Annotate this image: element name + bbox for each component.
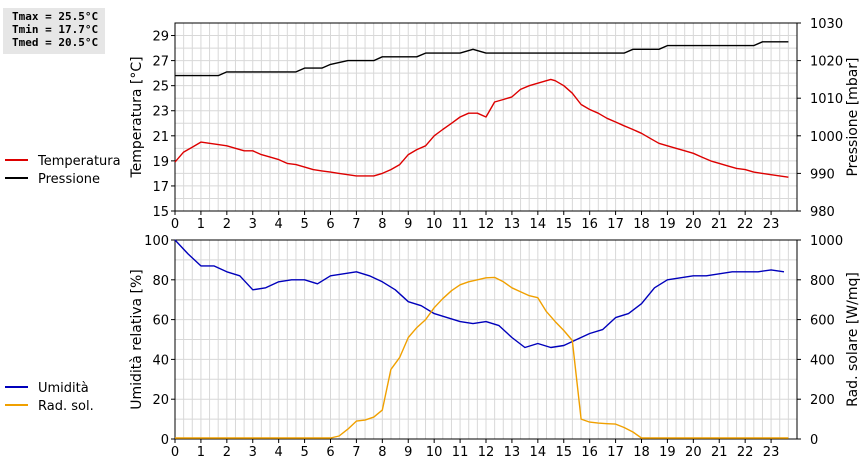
- y-left-axis-title: Temperatura [°C]: [129, 56, 145, 178]
- x-tick-label: 15: [555, 217, 572, 232]
- x-tick-label: 7: [352, 445, 360, 460]
- legend-label: Pressione: [38, 172, 100, 187]
- y-right-tick-label: 1010: [810, 92, 843, 107]
- legend-label: Umidità: [38, 381, 89, 396]
- x-tick-label: 23: [763, 445, 780, 460]
- x-tick-label: 21: [711, 445, 728, 460]
- y-left-tick-label: 29: [152, 30, 169, 45]
- x-tick-label: 9: [404, 445, 412, 460]
- x-tick-label: 5: [300, 445, 308, 460]
- x-tick-label: 2: [223, 217, 231, 232]
- y-right-axis-title: Rad. solare [W/mq]: [845, 272, 860, 407]
- y-right-tick-label: 1030: [810, 17, 843, 32]
- x-tick-label: 19: [659, 445, 676, 460]
- x-tick-label: 5: [300, 217, 308, 232]
- y-right-tick-label: 1020: [810, 55, 843, 70]
- series-line-0: [174, 239, 785, 349]
- x-tick-label: 4: [275, 445, 283, 460]
- x-tick-label: 3: [249, 217, 257, 232]
- x-tick-label: 2: [223, 445, 231, 460]
- x-tick-label: 16: [581, 445, 598, 460]
- x-tick-label: 13: [504, 217, 521, 232]
- y-right-tick-label: 980: [810, 205, 835, 220]
- x-tick-label: 12: [478, 217, 495, 232]
- y-left-tick-label: 60: [152, 314, 169, 329]
- x-tick-label: 14: [530, 217, 547, 232]
- x-tick-label: 4: [275, 217, 283, 232]
- x-tick-label: 10: [426, 217, 443, 232]
- x-tick-label: 7: [352, 217, 360, 232]
- y-left-tick-label: 40: [152, 353, 169, 368]
- x-tick-label: 0: [171, 217, 179, 232]
- y-left-tick-label: 19: [152, 155, 169, 170]
- x-tick-label: 1: [197, 445, 205, 460]
- y-right-axis-title: Pressione [mbar]: [845, 57, 860, 176]
- x-tick-label: 17: [607, 445, 624, 460]
- x-tick-label: 11: [452, 445, 469, 460]
- x-tick-label: 3: [249, 445, 257, 460]
- y-left-tick-label: 0: [161, 433, 169, 448]
- x-tick-label: 15: [555, 445, 572, 460]
- y-right-tick-label: 0: [810, 433, 818, 448]
- x-tick-label: 20: [685, 217, 702, 232]
- x-tick-label: 1: [197, 217, 205, 232]
- y-left-tick-label: 23: [152, 105, 169, 120]
- x-tick-label: 17: [607, 217, 624, 232]
- tmin-text: Tmin = 17.7°C: [12, 23, 99, 36]
- x-tick-label: 16: [581, 217, 598, 232]
- y-left-tick-label: 17: [152, 180, 169, 195]
- x-tick-label: 8: [378, 217, 386, 232]
- x-tick-label: 11: [452, 217, 469, 232]
- x-tick-label: 13: [504, 445, 521, 460]
- y-left-tick-label: 80: [152, 274, 169, 289]
- y-left-tick-label: 100: [144, 234, 169, 249]
- y-right-tick-label: 600: [810, 314, 835, 329]
- y-right-tick-label: 200: [810, 393, 835, 408]
- x-tick-label: 23: [763, 217, 780, 232]
- tmax-text: Tmax = 25.5°C: [12, 10, 99, 23]
- x-tick-label: 9: [404, 217, 412, 232]
- y-left-tick-label: 21: [152, 130, 169, 145]
- x-tick-label: 21: [711, 217, 728, 232]
- x-tick-label: 22: [737, 445, 754, 460]
- y-right-tick-label: 800: [810, 274, 835, 289]
- y-left-tick-label: 20: [152, 393, 169, 408]
- x-tick-label: 6: [326, 445, 334, 460]
- y-right-tick-label: 990: [810, 167, 835, 182]
- x-tick-label: 6: [326, 217, 334, 232]
- y-left-axis-title: Umidità relativa [%]: [129, 269, 145, 410]
- x-tick-label: 8: [378, 445, 386, 460]
- x-tick-label: 0: [171, 445, 179, 460]
- y-right-tick-label: 400: [810, 353, 835, 368]
- x-tick-label: 18: [633, 217, 650, 232]
- y-left-tick-label: 25: [152, 80, 169, 95]
- x-tick-label: 14: [530, 445, 547, 460]
- x-tick-label: 10: [426, 445, 443, 460]
- y-left-tick-label: 15: [152, 205, 169, 220]
- y-right-tick-label: 1000: [810, 130, 843, 145]
- series-line-1: [175, 276, 789, 439]
- x-tick-label: 20: [685, 445, 702, 460]
- y-right-tick-label: 1000: [810, 234, 843, 249]
- legend-label: Temperatura: [37, 154, 121, 169]
- x-tick-label: 18: [633, 445, 650, 460]
- tmed-text: Tmed = 20.5°C: [12, 36, 99, 49]
- legend-label: Rad. sol.: [38, 399, 94, 414]
- y-left-tick-label: 27: [152, 55, 169, 70]
- stats-box: Tmax = 25.5°C Tmin = 17.7°C Tmed = 20.5°…: [3, 8, 105, 54]
- x-tick-label: 19: [659, 217, 676, 232]
- series-line-1: [175, 41, 789, 77]
- series-line-0: [174, 78, 789, 178]
- x-tick-label: 12: [478, 445, 495, 460]
- x-tick-label: 22: [737, 217, 754, 232]
